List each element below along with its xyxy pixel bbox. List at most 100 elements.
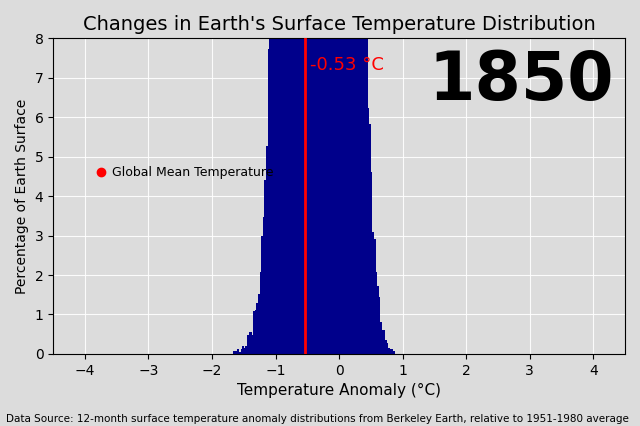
Bar bbox=[337, 0, 339, 354]
Bar bbox=[237, 349, 239, 354]
Bar bbox=[274, 0, 276, 354]
Text: Data Source: 12-month surface temperature anomaly distributions from Berkeley Ea: Data Source: 12-month surface temperatur… bbox=[6, 414, 629, 424]
Bar bbox=[241, 349, 242, 354]
Bar bbox=[304, 0, 306, 354]
Bar bbox=[352, 0, 353, 354]
Bar bbox=[367, 108, 369, 354]
Bar bbox=[307, 0, 309, 354]
Bar bbox=[277, 0, 278, 354]
Bar bbox=[239, 352, 241, 354]
Bar bbox=[255, 310, 257, 354]
Bar bbox=[244, 348, 245, 354]
Bar bbox=[245, 346, 247, 354]
Bar bbox=[316, 0, 317, 354]
Bar bbox=[385, 340, 387, 354]
Title: Changes in Earth's Surface Temperature Distribution: Changes in Earth's Surface Temperature D… bbox=[83, 15, 595, 34]
Bar bbox=[266, 146, 268, 354]
Bar bbox=[269, 20, 271, 354]
Bar bbox=[317, 0, 319, 354]
Bar bbox=[319, 0, 320, 354]
Bar bbox=[350, 0, 352, 354]
Bar bbox=[365, 0, 366, 354]
Bar bbox=[324, 0, 326, 354]
Bar bbox=[261, 236, 263, 354]
Bar bbox=[323, 0, 324, 354]
Bar bbox=[291, 0, 293, 354]
Bar bbox=[280, 0, 282, 354]
Text: Global Mean Temperature: Global Mean Temperature bbox=[112, 166, 274, 179]
Bar bbox=[336, 0, 337, 354]
Bar bbox=[356, 0, 358, 354]
Bar bbox=[284, 0, 285, 354]
Bar bbox=[290, 0, 291, 354]
Bar bbox=[339, 0, 340, 354]
Bar bbox=[320, 0, 322, 354]
Text: -0.53 °C: -0.53 °C bbox=[310, 56, 384, 74]
Bar bbox=[310, 0, 312, 354]
Bar bbox=[306, 0, 307, 354]
Bar bbox=[349, 0, 350, 354]
Bar bbox=[372, 233, 374, 354]
Bar bbox=[273, 0, 274, 354]
Bar bbox=[271, 0, 273, 354]
Bar bbox=[379, 297, 380, 354]
Bar bbox=[260, 272, 261, 354]
Bar bbox=[252, 335, 253, 354]
Bar bbox=[377, 286, 379, 354]
Bar bbox=[278, 0, 280, 354]
Bar bbox=[301, 0, 303, 354]
Bar bbox=[392, 349, 393, 354]
Bar bbox=[276, 0, 277, 354]
Bar bbox=[234, 351, 236, 354]
Bar bbox=[371, 173, 372, 354]
Bar bbox=[363, 0, 365, 354]
Bar bbox=[387, 343, 388, 354]
Bar bbox=[314, 0, 316, 354]
Bar bbox=[326, 0, 328, 354]
Bar bbox=[330, 0, 331, 354]
Bar bbox=[380, 322, 382, 354]
Bar bbox=[298, 0, 300, 354]
Bar bbox=[340, 0, 342, 354]
Bar bbox=[236, 351, 237, 354]
Bar bbox=[360, 0, 362, 354]
Bar bbox=[257, 303, 258, 354]
Bar bbox=[369, 124, 371, 354]
Bar bbox=[328, 0, 330, 354]
Bar bbox=[331, 0, 333, 354]
Bar bbox=[346, 0, 347, 354]
Bar bbox=[288, 0, 290, 354]
Bar bbox=[342, 0, 344, 354]
Bar bbox=[353, 0, 355, 354]
Bar bbox=[390, 349, 392, 354]
Bar bbox=[309, 0, 310, 354]
Bar bbox=[263, 217, 264, 354]
Bar bbox=[322, 0, 323, 354]
Bar bbox=[268, 49, 269, 354]
Bar bbox=[362, 0, 363, 354]
Bar bbox=[347, 0, 349, 354]
Bar bbox=[334, 0, 336, 354]
Bar bbox=[374, 239, 376, 354]
Bar bbox=[233, 351, 234, 354]
Bar bbox=[388, 348, 390, 354]
Bar bbox=[247, 335, 248, 354]
Bar bbox=[333, 0, 334, 354]
Bar bbox=[264, 180, 266, 354]
Bar bbox=[355, 0, 356, 354]
Bar bbox=[248, 332, 250, 354]
Bar bbox=[250, 332, 252, 354]
Bar bbox=[366, 0, 367, 354]
Bar bbox=[253, 311, 255, 354]
Bar bbox=[312, 0, 314, 354]
Bar bbox=[393, 351, 395, 354]
Bar bbox=[376, 272, 377, 354]
Bar bbox=[382, 330, 383, 354]
Y-axis label: Percentage of Earth Surface: Percentage of Earth Surface bbox=[15, 98, 29, 294]
Bar bbox=[300, 0, 301, 354]
Bar bbox=[285, 0, 287, 354]
Bar bbox=[383, 330, 385, 354]
Bar bbox=[287, 0, 288, 354]
Bar bbox=[258, 294, 260, 354]
Bar bbox=[358, 0, 360, 354]
